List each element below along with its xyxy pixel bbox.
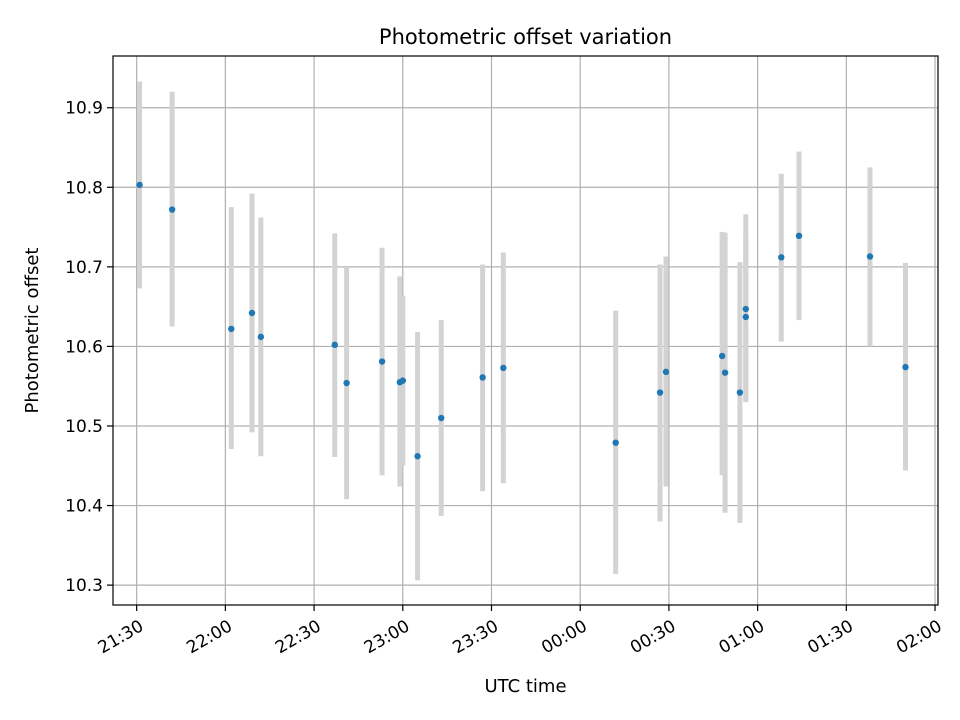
x-axis-title: UTC time (484, 676, 566, 697)
data-point (479, 374, 486, 381)
data-point (718, 352, 726, 360)
data-point (778, 254, 785, 261)
chart-title: Photometric offset variation (379, 25, 672, 49)
y-axis-ticks: 10.3 10.4 10.5 10.6 10.7 10.8 10.9 (65, 99, 113, 596)
y-tick-label: 10.3 (65, 576, 103, 596)
point-layer (136, 181, 909, 460)
y-tick-label: 10.6 (65, 337, 103, 357)
data-point (902, 363, 909, 371)
data-point (866, 253, 874, 260)
data-point (500, 364, 507, 372)
data-point (662, 368, 670, 376)
data-point (612, 439, 619, 446)
y-axis-title: Photometric offset (22, 248, 43, 414)
data-point (414, 453, 421, 460)
grid-layer (113, 56, 938, 605)
y-tick-label: 10.4 (65, 497, 103, 517)
data-point (438, 414, 445, 422)
data-point (378, 358, 386, 365)
y-tick-label: 10.5 (65, 417, 103, 437)
data-point (742, 305, 749, 313)
data-point (399, 377, 406, 384)
data-point (136, 181, 143, 189)
y-tick-label: 10.8 (65, 178, 103, 198)
plot-frame (112, 55, 939, 606)
data-point (331, 341, 338, 349)
data-point (736, 389, 744, 396)
data-point (248, 309, 256, 317)
data-point (795, 232, 803, 240)
data-point (343, 379, 350, 387)
y-tick-label: 10.7 (65, 258, 103, 278)
y-tick-label: 10.9 (65, 99, 103, 119)
data-point (168, 206, 176, 213)
data-point (721, 369, 729, 376)
data-point (228, 325, 235, 333)
data-point (257, 333, 265, 341)
data-point (742, 313, 749, 321)
data-point (656, 389, 664, 396)
